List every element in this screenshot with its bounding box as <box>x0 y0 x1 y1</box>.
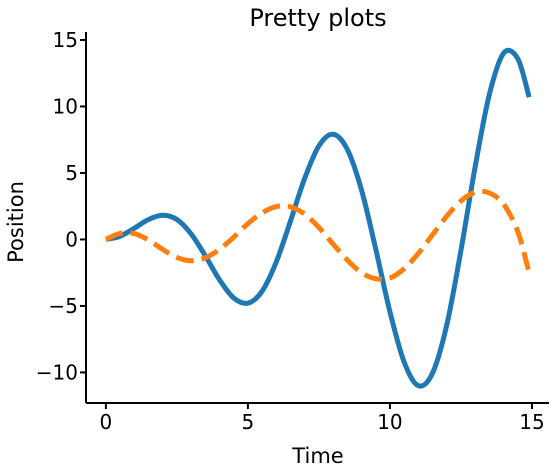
y-tick-label: 5 <box>65 161 78 185</box>
y-tick-label: −5 <box>49 294 78 318</box>
x-tick-label: 5 <box>242 410 255 434</box>
y-axis-title: Position <box>4 181 28 263</box>
y-tick-label: 15 <box>53 28 78 52</box>
chart-title: Pretty plots <box>249 4 386 32</box>
series-line-solid <box>105 47 532 389</box>
x-tick-label: 0 <box>100 410 113 434</box>
series-line-dashed <box>104 188 532 282</box>
x-tick-label: 15 <box>519 410 544 434</box>
y-tick-label: 10 <box>53 94 78 118</box>
plot-area <box>104 47 532 389</box>
x-axis-ticks: 0 5 10 15 <box>100 403 545 434</box>
y-tick-label: 0 <box>65 227 78 251</box>
x-axis-title: Time <box>291 444 343 468</box>
y-tick-label: −10 <box>36 360 78 384</box>
y-axis-ticks: −10 −5 0 5 10 15 <box>36 28 86 384</box>
x-tick-label: 10 <box>377 410 402 434</box>
